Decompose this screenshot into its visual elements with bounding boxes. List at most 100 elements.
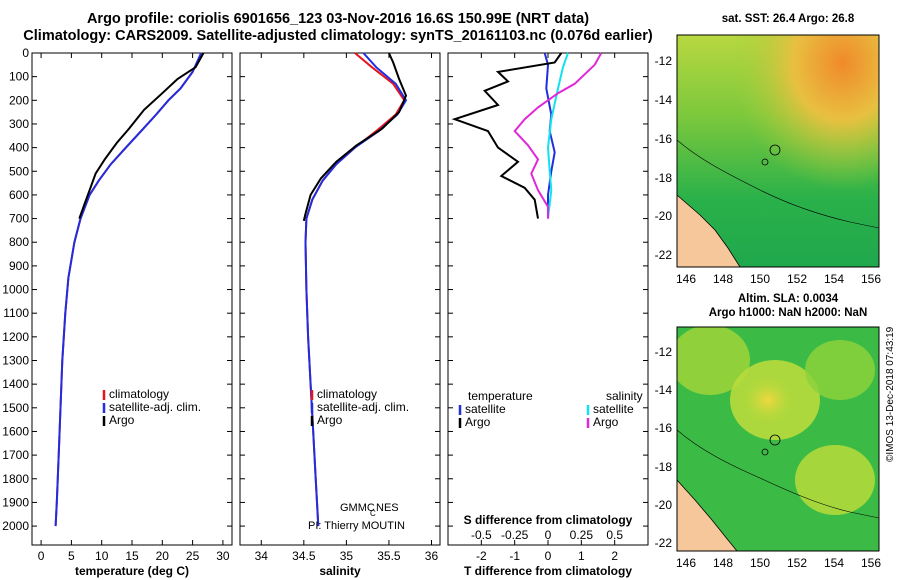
diff-legend-label: Argo xyxy=(465,415,491,429)
temperature-legend-label: Argo xyxy=(109,413,135,427)
sst-lat-label: -14 xyxy=(655,93,673,107)
depth-tick-label: 1400 xyxy=(2,377,29,391)
sst-lat-label: -18 xyxy=(655,171,673,185)
temperature-series-satellite-adj-clim- xyxy=(54,52,203,527)
salinity-legend-label: climatology xyxy=(317,387,377,401)
diff-legend-label: satellite xyxy=(465,402,506,416)
temperature-xlabel: temperature (deg C) xyxy=(75,564,189,578)
diff-salinity-tick-label: -0.25 xyxy=(501,528,529,542)
depth-tick-label: 800 xyxy=(9,235,29,249)
diff-salinity-tick-label: -0.5 xyxy=(471,528,492,542)
sla-lon-label: 154 xyxy=(824,556,844,570)
depth-tick-label: 2000 xyxy=(2,519,29,533)
sla-anomaly-blob xyxy=(742,376,794,424)
depth-tick-label: 1200 xyxy=(2,330,29,344)
depth-tick-label: 100 xyxy=(9,70,29,84)
depth-tick-label: 900 xyxy=(9,259,29,273)
sst-map[interactable] xyxy=(677,35,879,267)
salinity-xtick-label: 34 xyxy=(255,549,269,563)
salinity-xtick-label: 34.5 xyxy=(292,549,316,563)
diff-salinity-tick-label: 0.5 xyxy=(606,528,623,542)
sla-lat-label: -14 xyxy=(655,383,673,397)
temperature-xtick-label: 10 xyxy=(95,549,109,563)
depth-tick-label: 600 xyxy=(9,188,29,202)
temperature-xtick-label: 0 xyxy=(38,549,45,563)
sst-lat-label: -22 xyxy=(655,248,673,262)
credit-gmmc-sub: C xyxy=(370,509,376,518)
depth-tick-label: 1600 xyxy=(2,424,29,438)
difference-series-s-satellite xyxy=(546,52,569,219)
credit-pi: PI: Thierry MOUTIN xyxy=(308,520,405,532)
depth-tick-label: 400 xyxy=(9,141,29,155)
sla-lat-label: -20 xyxy=(655,498,673,512)
sla-reef-marker xyxy=(769,434,781,446)
salinity-legend-label: Argo xyxy=(317,413,343,427)
diff-salinity-tick-label: 0 xyxy=(545,528,552,542)
sst-map-frame xyxy=(676,34,880,268)
sst-lon-label: 154 xyxy=(824,272,844,286)
salinity-plot-frame xyxy=(239,52,441,546)
sst-map-title: sat. SST: 26.4 Argo: 26.8 xyxy=(721,13,855,25)
temperature-series-argo xyxy=(78,52,205,219)
sla-lon-label: 156 xyxy=(861,556,881,570)
sla-lon-label: 150 xyxy=(750,556,770,570)
sst-reef-marker xyxy=(761,158,769,166)
temperature-xtick-label: 15 xyxy=(125,549,139,563)
depth-tick-label: 1700 xyxy=(2,448,29,462)
difference-xtick-label: 1 xyxy=(578,549,585,563)
sla-lon-label: 146 xyxy=(676,556,696,570)
sla-map[interactable] xyxy=(670,325,879,551)
difference-xlabel: T difference from climatology xyxy=(464,564,632,578)
salinity-legend-label: satellite-adj. clim. xyxy=(317,400,409,414)
sla-isobath xyxy=(677,429,879,519)
sla-map-title-line2: Argo h1000: NaN h2000: NaN xyxy=(708,307,868,319)
sst-lat-label: -20 xyxy=(655,209,673,223)
chart-title-line1: Argo profile: coriolis 6901656_123 03-No… xyxy=(86,11,590,27)
temperature-xtick-label: 25 xyxy=(186,549,200,563)
sst-lat-label: -16 xyxy=(655,132,673,146)
depth-tick-label: 1300 xyxy=(2,354,29,368)
sla-lon-label: 152 xyxy=(787,556,807,570)
sla-anomaly-blob xyxy=(805,340,875,400)
salinity-xtick-label: 35.5 xyxy=(377,549,401,563)
temperature-legend-label: climatology xyxy=(109,387,169,401)
depth-tick-label: 700 xyxy=(9,212,29,226)
sst-lon-label: 146 xyxy=(676,272,696,286)
salinity-xlabel: salinity xyxy=(319,564,361,578)
depth-tick-label: 1000 xyxy=(2,283,29,297)
difference-xtick-label: 0 xyxy=(545,549,552,563)
sla-map-frame xyxy=(676,326,880,552)
sst-land-coast xyxy=(677,194,741,267)
temperature-legend-label: satellite-adj. clim. xyxy=(109,400,201,414)
legend-salinity-header: salinity xyxy=(606,389,643,403)
sst-lon-label: 152 xyxy=(787,272,807,286)
sst-lon-label: 150 xyxy=(750,272,770,286)
depth-tick-label: 1500 xyxy=(2,401,29,415)
difference-plot-frame xyxy=(447,52,649,546)
sla-land-coast xyxy=(677,479,738,551)
temperature-xtick-label: 30 xyxy=(216,549,230,563)
difference-xtick-label: -1 xyxy=(509,549,520,563)
legend-temperature-header: temperature xyxy=(468,389,533,403)
depth-tick-label: 1900 xyxy=(2,495,29,509)
salinity-xtick-label: 36 xyxy=(425,549,439,563)
sst-lon-label: 156 xyxy=(861,272,881,286)
credit-gmmc-suffix: NES xyxy=(376,502,399,514)
imos-credit: ©IMOS 13-Dec-2018 07:43:19 xyxy=(885,326,896,462)
depth-tick-label: 0 xyxy=(22,46,29,60)
sst-isobath xyxy=(677,139,879,229)
depth-tick-label: 500 xyxy=(9,164,29,178)
temperature-plot-frame xyxy=(31,52,233,546)
difference-series-s-argo xyxy=(513,52,603,219)
sst-lon-label: 148 xyxy=(713,272,733,286)
depth-tick-label: 1800 xyxy=(2,472,29,486)
credit-gmmc: GMMC xyxy=(340,502,375,514)
diff-legend-label: Argo xyxy=(593,415,619,429)
chart-title-line2: Climatology: CARS2009. Satellite-adjuste… xyxy=(23,28,653,44)
depth-tick-label: 1100 xyxy=(3,306,29,320)
temperature-xtick-label: 20 xyxy=(156,549,170,563)
sla-anomaly-blob xyxy=(795,445,875,515)
salinity-series-argo xyxy=(302,52,408,222)
sla-anomaly-blob xyxy=(677,327,750,395)
